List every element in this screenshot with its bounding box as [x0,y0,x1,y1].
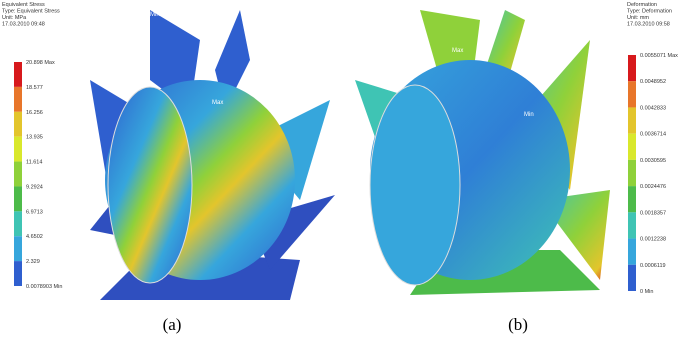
annotation: Max [212,100,223,106]
legend-swatch [628,239,636,265]
legend-label: 16.256 [26,110,43,116]
annotation: Min [524,112,534,118]
legend-swatch [628,186,636,212]
legend-swatch [628,265,636,291]
legend-swatch [628,55,636,81]
legend-label: 18.577 [26,85,43,91]
legend-swatch [14,236,22,261]
caption: (b) [508,315,528,334]
legend-label: 11.614 [26,160,42,166]
legend-header: Unit: mm [627,15,649,21]
legend-header: Type: Equivalent Stress [2,9,60,15]
legend-swatch [14,112,22,137]
legend-swatch [14,137,22,162]
legend-label: 6.9713 [26,209,43,215]
legend-label: 2.329 [26,259,40,265]
annotation: Min [150,12,160,18]
legend-label: 0.0030595 [640,158,666,164]
legend-label: 0.0055071 Max [640,53,678,59]
legend-label: 0.0078903 Min [26,284,62,290]
impeller-b [355,10,610,295]
legend-label: 9.2924 [26,184,43,190]
impeller-a [90,10,335,300]
legend-header: 17.03.2010 09:58 [627,22,670,28]
legend-swatch [628,160,636,186]
legend-label: 0.0018357 [640,210,666,216]
legend-swatch [628,107,636,133]
legend-header: 17.03.2010 09:48 [2,22,45,28]
legend-label: 4.6502 [26,234,43,240]
legend-label: 0.0048952 [640,79,666,85]
legend-header: Equivalent Stress [2,2,45,8]
legend-label: 0.0024476 [640,184,666,190]
legend-label: 0.0012238 [640,237,666,243]
legend-swatch [14,186,22,211]
legend-swatch [628,134,636,160]
legend-header: Deformation [627,2,657,8]
legend-label: 0.0006119 [640,263,666,269]
caption: (a) [163,315,182,334]
legend-swatch [14,211,22,236]
legend-label: 20.898 Max [26,60,55,66]
legend-header: Type: Deformation [627,9,672,15]
legend-swatch [14,62,22,87]
legend-label: 0.0036714 [640,132,666,138]
legend-label: 0 Min [640,289,653,295]
annotation: Max [452,48,463,54]
figure: Equivalent StressType: Equivalent Stress… [0,0,692,338]
legend-swatch [14,162,22,187]
legend-header: Unit: MPa [2,15,27,21]
legend-swatch [14,261,22,286]
legend-swatch [628,212,636,238]
legend-label: 13.935 [26,135,43,141]
legend-swatch [14,87,22,112]
legend-label: 0.0042833 [640,105,666,111]
legend-swatch [628,81,636,107]
